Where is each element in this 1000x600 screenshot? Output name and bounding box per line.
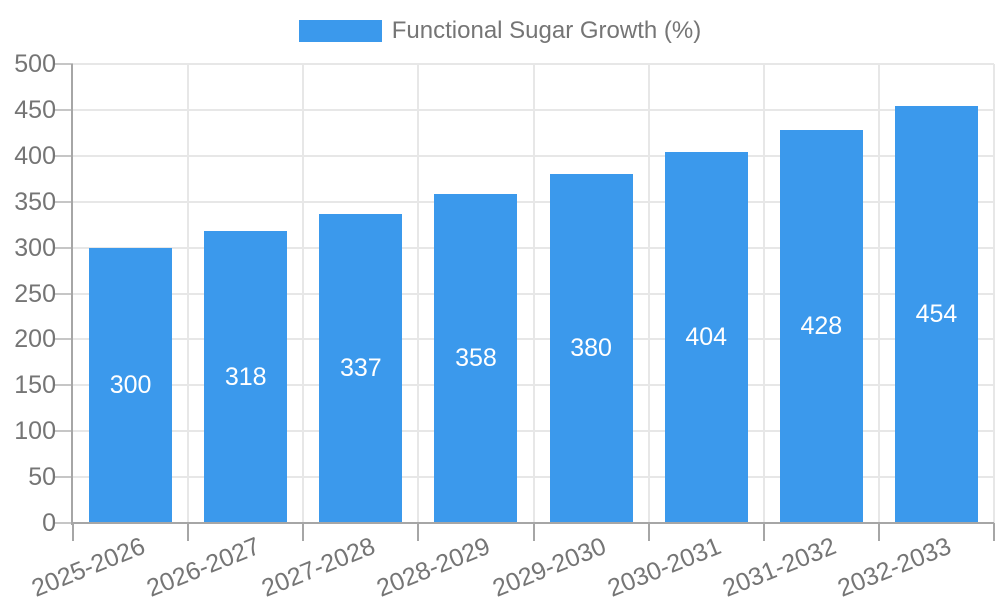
bar-value-label: 337 bbox=[339, 353, 382, 382]
bar-value-label: 380 bbox=[570, 334, 612, 363]
x-axis-tick bbox=[762, 523, 765, 541]
bar[interactable]: 318 bbox=[204, 231, 288, 523]
legend-label: Functional Sugar Growth (%) bbox=[391, 17, 702, 44]
bar-value-label: 358 bbox=[455, 344, 497, 373]
y-axis-tick bbox=[55, 430, 73, 433]
x-axis-label: 2026-2027 bbox=[142, 532, 265, 600]
x-axis-label: 2029-2030 bbox=[488, 532, 610, 600]
bar[interactable]: 454 bbox=[894, 106, 978, 523]
y-axis-tick bbox=[55, 384, 73, 387]
bar[interactable]: 428 bbox=[779, 130, 863, 523]
x-axis-label: 2030-2031 bbox=[603, 532, 725, 600]
x-axis-tick bbox=[72, 523, 74, 541]
x-gridline bbox=[993, 64, 995, 523]
bar-value-label: 300 bbox=[109, 370, 152, 399]
y-axis-line bbox=[71, 64, 73, 525]
x-axis-tick bbox=[187, 523, 190, 541]
bar[interactable]: 380 bbox=[549, 174, 633, 523]
y-axis-label: 450 bbox=[14, 95, 56, 124]
x-gridline bbox=[647, 64, 650, 523]
y-axis-label: 250 bbox=[14, 279, 56, 308]
bar[interactable]: 358 bbox=[434, 194, 518, 523]
x-axis-tick bbox=[877, 523, 880, 541]
x-axis-tick bbox=[993, 523, 995, 541]
x-gridline bbox=[417, 64, 420, 523]
x-axis-label: 2025-2026 bbox=[27, 532, 150, 600]
y-axis-tick bbox=[55, 246, 73, 249]
x-gridline bbox=[302, 64, 305, 523]
y-axis-tick bbox=[55, 338, 73, 341]
y-axis-tick bbox=[55, 292, 73, 295]
x-gridline bbox=[187, 64, 190, 523]
y-axis-label: 400 bbox=[14, 141, 56, 170]
x-axis-label: 2031-2032 bbox=[718, 532, 840, 600]
bar-value-label: 454 bbox=[915, 300, 958, 329]
bar[interactable]: 300 bbox=[89, 247, 173, 523]
bar-value-label: 428 bbox=[800, 312, 843, 341]
y-axis-label: 50 bbox=[28, 463, 56, 492]
y-axis-tick bbox=[55, 63, 73, 65]
x-axis-line bbox=[71, 522, 994, 524]
y-axis-tick bbox=[55, 476, 73, 479]
y-axis-tick bbox=[55, 108, 73, 111]
x-gridline bbox=[762, 64, 765, 523]
bar[interactable]: 404 bbox=[664, 152, 748, 523]
x-gridline bbox=[532, 64, 535, 523]
y-axis-tick bbox=[55, 154, 73, 157]
y-axis-tick bbox=[55, 200, 73, 203]
x-axis-label: 2027-2028 bbox=[257, 532, 380, 600]
y-axis-label: 150 bbox=[14, 371, 56, 400]
y-axis-label: 200 bbox=[14, 325, 56, 354]
legend-swatch bbox=[298, 20, 382, 42]
y-axis-label: 300 bbox=[14, 233, 56, 262]
y-axis-label: 500 bbox=[14, 50, 56, 78]
x-axis-label: 2028-2029 bbox=[373, 532, 495, 600]
x-axis-tick bbox=[532, 523, 535, 541]
legend-item[interactable]: Functional Sugar Growth (%) bbox=[298, 17, 702, 45]
y-axis-tick bbox=[55, 522, 73, 524]
legend: Functional Sugar Growth (%) bbox=[0, 17, 1000, 45]
x-axis-tick bbox=[302, 523, 305, 541]
x-gridline bbox=[877, 64, 880, 523]
x-axis-tick bbox=[647, 523, 650, 541]
y-axis-label: 350 bbox=[14, 187, 56, 216]
bar[interactable]: 337 bbox=[319, 213, 403, 523]
bar-value-label: 318 bbox=[224, 362, 267, 391]
y-axis-label: 0 bbox=[42, 509, 56, 537]
x-axis-tick bbox=[417, 523, 420, 541]
x-axis-label: 2032-2033 bbox=[833, 532, 955, 600]
bar-value-label: 404 bbox=[685, 323, 728, 352]
y-axis-label: 100 bbox=[14, 417, 56, 446]
